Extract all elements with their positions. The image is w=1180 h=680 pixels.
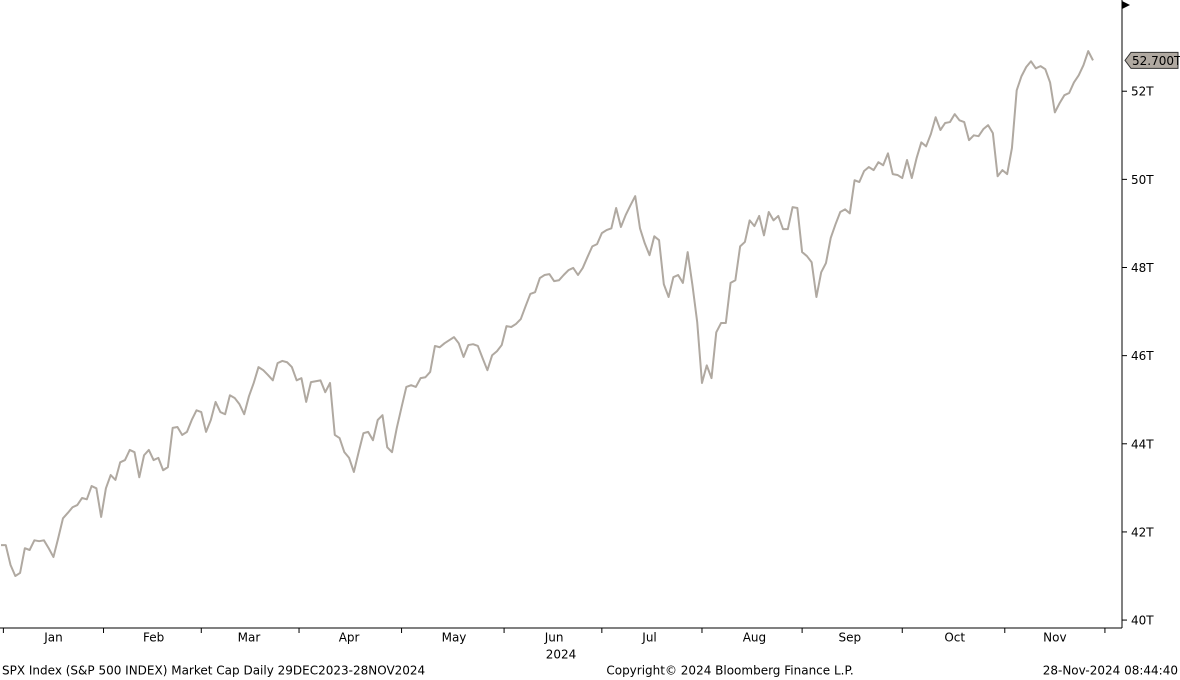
axis-arrow bbox=[1122, 1, 1130, 9]
y-tick-label: 42T bbox=[1131, 525, 1154, 539]
last-value-box bbox=[1124, 51, 1179, 69]
y-tick-label: 40T bbox=[1131, 614, 1154, 628]
footer-right: 28-Nov-2024 08:44:40 bbox=[1043, 664, 1178, 678]
x-tick-label: Oct bbox=[944, 631, 965, 645]
x-tick-label: Jan bbox=[43, 631, 63, 645]
x-tick-label: Jun bbox=[544, 631, 564, 645]
year-label: 2024 bbox=[546, 648, 577, 662]
x-tick-label: May bbox=[442, 631, 467, 645]
x-tick-label: Mar bbox=[238, 631, 261, 645]
y-tick-label: 50T bbox=[1131, 173, 1154, 187]
last-value-label: 52.700T bbox=[1132, 54, 1180, 68]
y-tick-label: 46T bbox=[1131, 349, 1154, 363]
x-tick-label: Apr bbox=[339, 631, 360, 645]
x-tick-label: Feb bbox=[143, 631, 164, 645]
x-tick-label: Aug bbox=[743, 631, 766, 645]
footer-center: Copyright© 2024 Bloomberg Finance L.P. bbox=[606, 664, 853, 678]
x-tick-label: Sep bbox=[838, 631, 861, 645]
x-tick-label: Nov bbox=[1043, 631, 1066, 645]
y-tick-label: 44T bbox=[1131, 437, 1154, 451]
footer-left: SPX Index (S&P 500 INDEX) Market Cap Dai… bbox=[2, 664, 425, 678]
y-tick-label: 48T bbox=[1131, 261, 1154, 275]
y-tick-label: 52T bbox=[1131, 85, 1154, 99]
price-line bbox=[1, 50, 1094, 577]
x-tick-label: Jul bbox=[641, 631, 656, 645]
